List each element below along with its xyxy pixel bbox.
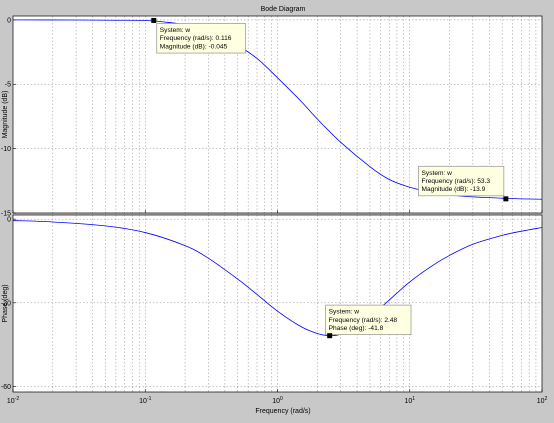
datatip-marker — [327, 333, 333, 339]
y-tick-label: 0 — [7, 217, 11, 224]
datatip-text-line: Phase (deg): -41.8 — [329, 325, 384, 332]
datatip-text-line: Magnitude (dB): -13.9 — [422, 186, 486, 193]
datatip-text-line: Frequency (rad/s): 53.3 — [422, 178, 491, 185]
x-tick-label: 10-1 — [139, 396, 151, 405]
phase-y-axis-label: Phase (deg) — [2, 284, 9, 322]
x-tick-labels: 10-2 10-1 100 101 102 — [7, 396, 548, 405]
magnitude-y-axis-label: Magnitude (dB) — [2, 91, 9, 139]
y-tick-label: 0 — [7, 17, 11, 24]
datatip-marker — [151, 17, 157, 23]
datatip-box — [325, 304, 412, 335]
datatip-text-line: System: w — [329, 309, 360, 316]
y-tick-label: -15 — [1, 211, 11, 218]
chart-title: Bode Diagram — [261, 6, 306, 13]
datatip-text-line: Frequency (rad/s): 2.48 — [329, 317, 398, 324]
datatip-text-line: Frequency (rad/s): 0.116 — [160, 35, 232, 42]
y-tick-label: -10 — [1, 146, 11, 153]
datatip-box — [156, 23, 246, 54]
y-tick-label: -30 — [1, 300, 11, 307]
datatip-text-line: System: w — [422, 170, 453, 177]
datatip-text-line: Magnitude (dB): -0.045 — [160, 43, 228, 50]
y-tick-label: -5 — [5, 82, 11, 89]
x-tick-label: 10-2 — [7, 396, 19, 405]
datatip-marker — [503, 196, 509, 202]
x-tick-label: 101 — [404, 396, 415, 405]
y-tick-label: -60 — [1, 384, 11, 391]
phase-grid — [13, 215, 542, 392]
x-tick-label: 102 — [537, 396, 548, 405]
x-tick-label: 100 — [272, 396, 283, 405]
x-axis-label: Frequency (rad/s) — [255, 408, 310, 415]
datatip-box — [418, 165, 505, 197]
datatip-text-line: System: w — [160, 27, 191, 34]
